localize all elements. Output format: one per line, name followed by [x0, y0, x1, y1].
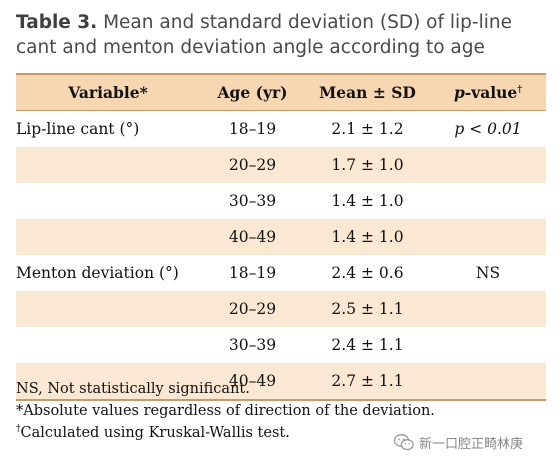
- table-label: Table 3.: [16, 12, 98, 33]
- cell-variable: [16, 363, 200, 401]
- cell-mean-sd: 2.4 ± 1.1: [331, 336, 404, 354]
- cell-p-value: [430, 363, 546, 401]
- cell-age: 20–29: [200, 147, 305, 183]
- table-row: 20–29 2.5 ± 1.1: [16, 291, 546, 327]
- table-title: Mean and standard deviation (SD) of lip-…: [16, 12, 512, 58]
- cell-age: 20–29: [200, 291, 305, 327]
- wechat-icon: [394, 433, 414, 451]
- cell-variable: [16, 219, 200, 255]
- cell-p-value: [430, 147, 546, 183]
- table-row: 20–29 1.7 ± 1.0: [16, 147, 546, 183]
- header-row: Variable* Age (yr) Mean ± SD p-value†: [16, 73, 546, 111]
- table-row: Lip-line cant (°) 18–19 2.1 ± 1.2 p < 0.…: [16, 111, 546, 148]
- header-mean-sd: Mean ± SD: [305, 73, 430, 111]
- cell-mean-sd: 2.5 ± 1.1: [305, 291, 430, 327]
- cell-p-value: [430, 291, 546, 327]
- cell-mean-sd: 2.4 ± 0.6: [331, 264, 404, 282]
- cell-p-value: [430, 183, 546, 219]
- watermark-text: 新一口腔正畸林庚: [419, 436, 524, 452]
- cell-age: 40–49: [200, 363, 305, 401]
- cell-variable: Lip-line cant (°): [16, 120, 140, 138]
- cell-p-value: p < 0.01: [454, 120, 522, 138]
- footnote-kruskal-wallis: †Calculated using Kruskal-Wallis test.: [16, 424, 290, 441]
- table-row: 30–39 1.4 ± 1.0: [16, 183, 546, 219]
- footnotes: NS, Not statistically significant. *Abso…: [16, 378, 546, 444]
- cell-mean-sd: 1.4 ± 1.0: [305, 219, 430, 255]
- cell-variable: [16, 147, 200, 183]
- cell-variable: [16, 183, 200, 219]
- cell-age: 18–19: [228, 120, 277, 138]
- cell-variable: [16, 291, 200, 327]
- cell-variable: Menton deviation (°): [16, 264, 179, 282]
- header-p-value: p-value†: [430, 73, 546, 111]
- cell-p-value: [430, 219, 546, 255]
- footnote-ns: NS, Not statistically significant.: [16, 381, 250, 397]
- cell-mean-sd: 1.7 ± 1.0: [305, 147, 430, 183]
- cell-age: 30–39: [228, 336, 277, 354]
- cell-age: 18–19: [228, 264, 277, 282]
- table-row: 40–49 2.7 ± 1.1: [16, 363, 546, 401]
- cell-mean-sd: 2.1 ± 1.2: [331, 120, 404, 138]
- cell-age: 30–39: [228, 192, 277, 210]
- cell-mean-sd: 1.4 ± 1.0: [331, 192, 404, 210]
- cell-mean-sd: 2.7 ± 1.1: [305, 363, 430, 401]
- cell-variable: [16, 327, 200, 363]
- footnote-absolute: *Absolute values regardless of direction…: [16, 403, 435, 419]
- cell-p-value: [430, 327, 546, 363]
- table-row: Menton deviation (°) 18–19 2.4 ± 0.6 NS: [16, 255, 546, 291]
- cell-age: 40–49: [200, 219, 305, 255]
- table-row: 40–49 1.4 ± 1.0: [16, 219, 546, 255]
- header-age: Age (yr): [200, 73, 305, 111]
- table-row: 30–39 2.4 ± 1.1: [16, 327, 546, 363]
- header-variable: Variable*: [16, 73, 200, 111]
- watermark: 新一口腔正畸林庚: [394, 431, 523, 453]
- data-table: Variable* Age (yr) Mean ± SD p-value† Li…: [16, 73, 546, 401]
- cell-p-value: NS: [475, 264, 501, 282]
- table-caption: Table 3. Mean and standard deviation (SD…: [16, 10, 546, 60]
